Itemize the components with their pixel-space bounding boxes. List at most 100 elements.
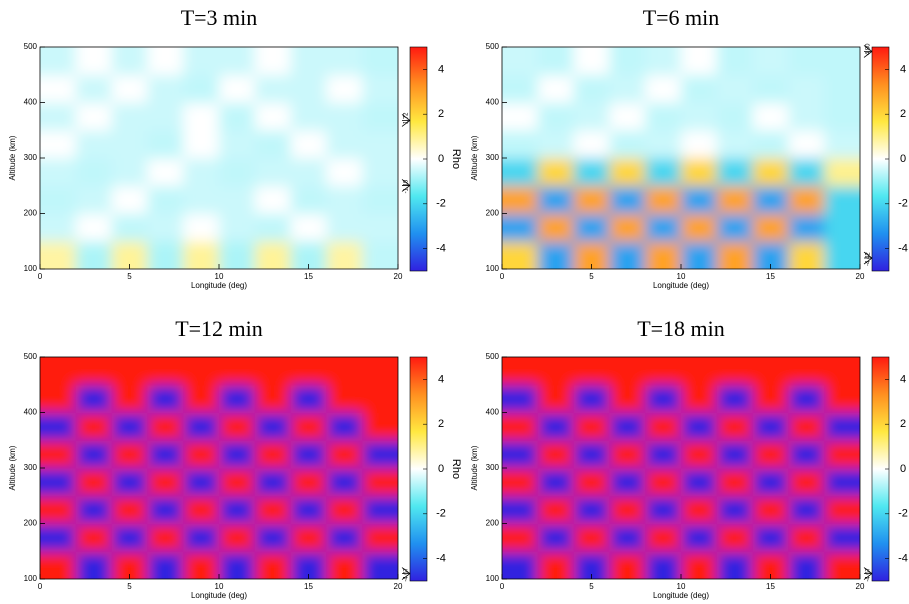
heatmap-cell xyxy=(183,130,220,159)
heatmap-cells xyxy=(502,357,860,579)
heatmap-cell xyxy=(573,102,610,131)
heatmap-cell xyxy=(290,523,327,552)
heatmap-cell xyxy=(752,440,789,469)
colorbar-tick-label: -2 xyxy=(898,198,908,210)
heatmap-cell xyxy=(219,357,256,386)
x-tick-label: 0 xyxy=(38,582,43,591)
heatmap-cell xyxy=(716,130,754,159)
heatmap-cell xyxy=(681,468,718,497)
heatmap-cell xyxy=(609,241,646,269)
panel-title: T=18 min xyxy=(637,316,725,341)
heatmap-cell xyxy=(609,468,646,497)
heatmap-cell xyxy=(147,412,184,441)
heatmap-cell xyxy=(716,47,754,76)
heatmap-cell xyxy=(362,357,398,386)
colorbar-tick-label: 0 xyxy=(900,153,906,165)
colorbar-marker-label: -4.67 xyxy=(404,567,410,581)
heatmap-cell xyxy=(788,551,825,579)
heatmap-cell xyxy=(326,357,363,386)
heatmap-cell xyxy=(219,130,256,159)
heatmap-cell xyxy=(111,74,148,103)
heatmap-cell xyxy=(219,213,256,242)
heatmap-cell xyxy=(681,241,718,269)
heatmap-cell xyxy=(788,495,825,524)
heatmap-cell xyxy=(788,47,825,76)
colorbar-marker-label: -4.42 xyxy=(866,252,872,266)
heatmap-cell xyxy=(716,241,754,269)
heatmap-cell xyxy=(716,523,754,552)
heatmap-cell xyxy=(40,412,77,441)
colorbar-tick-label: 4 xyxy=(438,373,444,385)
y-tick-label: 300 xyxy=(486,463,500,472)
colorbar-marker xyxy=(863,567,873,580)
heatmap-cell xyxy=(111,495,148,524)
x-tick-label: 5 xyxy=(127,582,132,591)
heatmap-cell xyxy=(537,185,575,214)
heatmap-cell xyxy=(183,102,220,131)
heatmap-cell xyxy=(362,158,398,187)
heatmap-cell xyxy=(75,74,113,103)
heatmap-cell xyxy=(111,213,148,242)
heatmap-cell xyxy=(183,213,220,242)
heatmap-cell xyxy=(290,158,327,187)
heatmap-cell xyxy=(111,440,148,469)
heatmap-cell xyxy=(40,47,77,76)
heatmap-cell xyxy=(645,213,682,242)
heatmap-cell xyxy=(254,384,292,413)
heatmap-cell xyxy=(681,412,718,441)
heatmap-cell xyxy=(40,523,77,552)
y-tick-label: 400 xyxy=(24,98,38,107)
heatmap-cell xyxy=(573,523,610,552)
heatmap-cell xyxy=(573,185,610,214)
heatmap-cell xyxy=(147,495,184,524)
x-tick-label: 15 xyxy=(304,272,313,281)
heatmap-cell xyxy=(537,551,575,579)
heatmap-cell xyxy=(254,523,292,552)
heatmap-cell xyxy=(147,185,184,214)
heatmap-cell xyxy=(788,213,825,242)
y-tick-label: 300 xyxy=(486,153,500,162)
heatmap-cell xyxy=(788,384,825,413)
heatmap-cell xyxy=(326,74,363,103)
y-tick-label: 200 xyxy=(24,519,38,528)
y-tick-label: 100 xyxy=(24,574,38,583)
heatmap-cell xyxy=(788,74,825,103)
heatmap-cell xyxy=(147,158,184,187)
heatmap-cell xyxy=(645,47,682,76)
x-tick-label: 5 xyxy=(589,272,594,281)
heatmap-cell xyxy=(824,551,860,579)
colorbar-marker-label: 4.80 xyxy=(866,43,872,55)
heatmap-cell xyxy=(824,495,860,524)
heatmap-cell xyxy=(716,357,754,386)
x-tick-label: 10 xyxy=(215,272,224,281)
heatmap-cell xyxy=(573,495,610,524)
heatmap-cell xyxy=(824,74,860,103)
heatmap-cell xyxy=(362,412,398,441)
heatmap-cell xyxy=(219,74,256,103)
heatmap-cells xyxy=(502,47,860,269)
colorbar-marker xyxy=(401,114,411,127)
heatmap-cell xyxy=(645,440,682,469)
heatmap-cell xyxy=(502,495,539,524)
heatmap-cell xyxy=(219,185,256,214)
heatmap-cell xyxy=(573,440,610,469)
heatmap-cell xyxy=(609,47,646,76)
heatmap-cell xyxy=(752,495,789,524)
heatmap-cell xyxy=(681,551,718,579)
heatmap-cell xyxy=(609,384,646,413)
heatmap-cell xyxy=(254,158,292,187)
heatmap-cell xyxy=(752,357,789,386)
heatmap-cell xyxy=(40,357,77,386)
heatmap-cell xyxy=(752,47,789,76)
heatmap-cell xyxy=(716,185,754,214)
heatmap-cell xyxy=(40,213,77,242)
heatmap-cell xyxy=(183,47,220,76)
heatmap-cell xyxy=(537,440,575,469)
heatmap-cell xyxy=(788,241,825,269)
colorbar-tick-label: -2 xyxy=(436,198,446,210)
heatmap-cell xyxy=(326,440,363,469)
heatmap-cell xyxy=(183,158,220,187)
heatmap-cell xyxy=(609,357,646,386)
heatmap-cell xyxy=(502,185,539,214)
x-tick-label: 15 xyxy=(304,582,313,591)
